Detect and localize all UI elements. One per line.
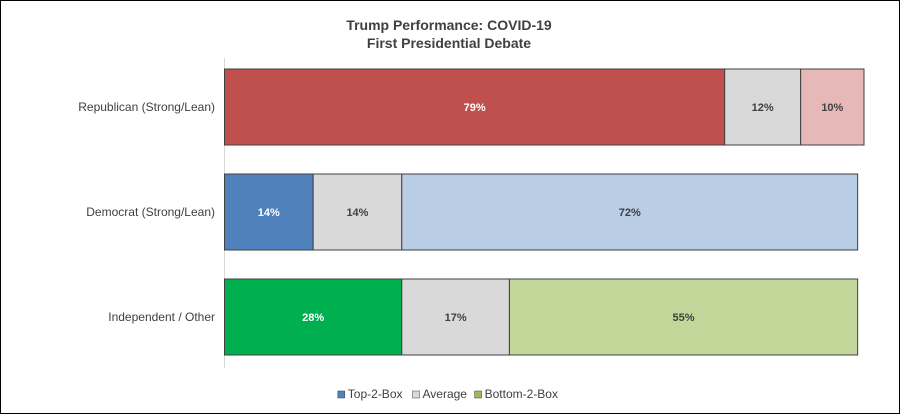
category-label: Republican (Strong/Lean) [78,100,215,114]
category-labels: Republican (Strong/Lean) Democrat (Strong… [78,100,215,324]
bar-segment [312,173,403,251]
bar-segment [800,68,865,146]
data-label: 17% [445,312,467,324]
bar-segment [224,278,403,356]
category-label: Independent / Other [108,310,215,324]
data-label: 12% [752,102,774,114]
data-label: 55% [673,312,695,324]
bar-segment [401,278,510,356]
data-label: 14% [258,207,280,219]
data-label: 79% [464,102,486,114]
data-label: 14% [346,207,368,219]
legend: Top-2-Box Average Bottom-2-Box [337,387,558,401]
chart-subtitle: First Presidential Debate [367,35,531,51]
legend-label: Top-2-Box [348,387,403,401]
legend-swatch [337,390,346,399]
bar-segment [724,68,802,146]
data-label: 72% [619,207,641,219]
chart-title: Trump Performance: COVID-19 [346,17,552,33]
legend-label: Bottom-2-Box [485,387,558,401]
bar-segment [224,68,726,146]
bars-group: 79% 12% 10% 14% 14% 72% 28% 17% 55% [224,68,865,356]
category-label: Democrat (Strong/Lean) [86,205,215,219]
legend-swatch [474,390,482,399]
legend-swatch [412,390,420,399]
bar-segment [508,278,859,356]
bar-segment [401,173,859,251]
data-label: 28% [302,312,324,324]
data-label: 10% [821,102,843,114]
legend-label: Average [423,387,468,401]
